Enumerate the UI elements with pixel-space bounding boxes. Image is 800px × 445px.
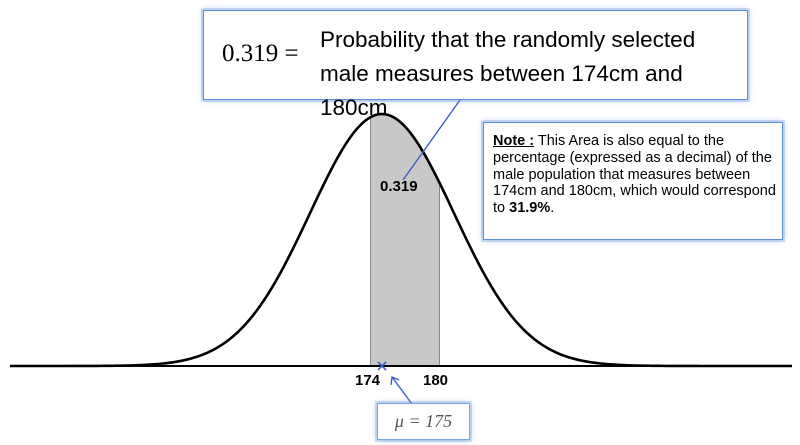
- note-end: .: [550, 200, 555, 217]
- probability-description: Probability that the randomly selected m…: [320, 27, 696, 120]
- mean-label: μ = 175: [394, 411, 453, 431]
- probability-value: 0.319 =: [222, 40, 299, 67]
- probability-callout: 0.319 = Probability that the randomly se…: [203, 10, 748, 120]
- note-percent: 31.9%: [509, 200, 551, 217]
- note-text: Note : This Area is also equal to the pe…: [493, 133, 778, 217]
- note-callout: Note : This Area is also equal to the pe…: [483, 122, 783, 240]
- mean-callout: μ = 175: [377, 403, 470, 440]
- mean-marker: [377, 361, 387, 371]
- tick-label-174: 174: [355, 372, 381, 389]
- note-label: Note :: [493, 133, 535, 149]
- callout-leader-line: [402, 99, 461, 181]
- note-body: This Area is also equal to the percentag…: [493, 133, 776, 217]
- shaded-area-label: 0.319: [380, 178, 418, 195]
- mean-arrow: [390, 375, 413, 405]
- shaded-area-174-180: [370, 113, 440, 367]
- tick-label-180: 180: [423, 372, 449, 389]
